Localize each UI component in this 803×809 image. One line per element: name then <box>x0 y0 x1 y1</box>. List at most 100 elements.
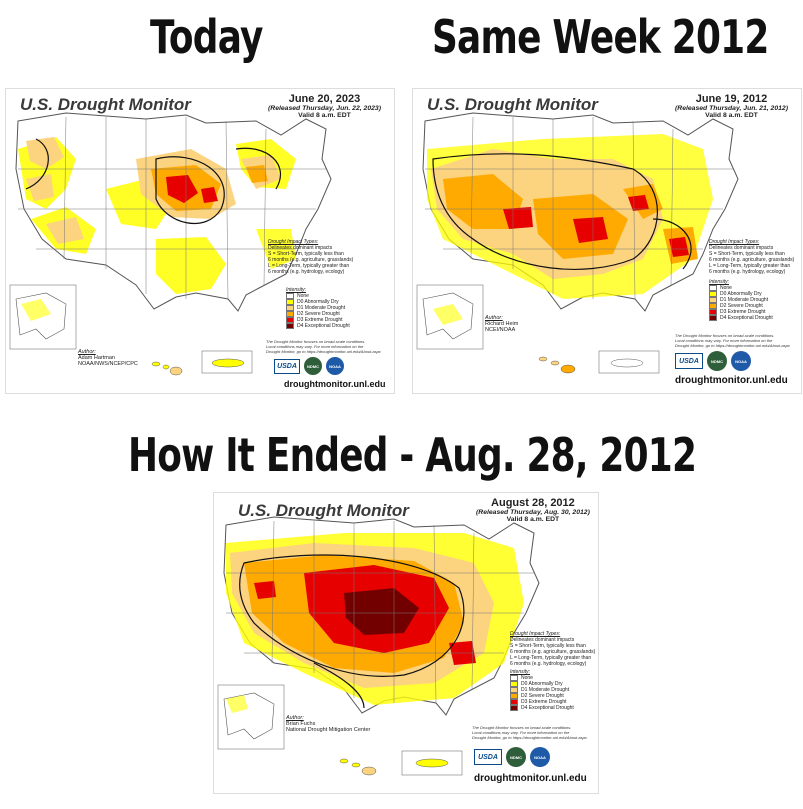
intensity-legend: Intensity: None D0 Abnormally Dry D1 Mod… <box>510 669 574 711</box>
map-released: (Released Thursday, Jun. 22, 2023) <box>268 105 381 112</box>
intensity-d1: D1 Moderate Drought <box>720 297 769 303</box>
map-date: June 19, 2012 <box>695 93 768 105</box>
impact-s2: 6 months (e.g. agriculture, grasslands) <box>268 257 354 263</box>
dm-note: The Drought Monitor focuses on broad-sca… <box>472 725 587 740</box>
dm-url[interactable]: droughtmonitor.unl.edu <box>474 773 587 784</box>
impact-title: Drought Impact Types: <box>510 631 561 637</box>
intensity-d2: D2 Severe Drought <box>720 303 763 309</box>
impact-line: Delineates dominant impacts <box>510 637 575 643</box>
intensity-d4: D4 Exceptional Drought <box>720 315 773 321</box>
swatch-d2 <box>286 311 294 317</box>
ndmc-logo: NDMC <box>506 747 526 767</box>
swatch-d3 <box>510 699 518 705</box>
author-org: NCEI/NOAA <box>485 327 516 333</box>
map-released: (Released Thursday, Aug. 30, 2012) <box>476 509 590 516</box>
heading-how-it-ended: How It Ended - Aug. 28, 2012 <box>128 428 697 482</box>
author-name: Adam Hartman <box>78 355 115 361</box>
swatch-d1 <box>709 297 717 303</box>
swatch-d4 <box>510 705 518 711</box>
author-org: National Drought Mitigation Center <box>286 727 371 733</box>
heading-today: Today <box>150 10 263 64</box>
intensity-d1: D1 Moderate Drought <box>297 305 346 311</box>
intensity-d2: D2 Severe Drought <box>521 693 564 699</box>
swatch-d4 <box>709 315 717 321</box>
drought-map-week-2012: U.S. Drought Monitor June 19, 2012 (Rele… <box>412 88 802 394</box>
swatch-d1 <box>286 305 294 311</box>
impact-line: Delineates dominant impacts <box>709 245 774 251</box>
note-line-2: Local conditions may vary. For more info… <box>472 730 570 735</box>
note-line-1: The Drought Monitor focuses on broad-sca… <box>266 339 366 344</box>
usda-logo: USDA <box>474 749 502 765</box>
intensity-d2: D2 Severe Drought <box>297 311 340 317</box>
logos: USDA NDMC NOAA <box>474 747 554 767</box>
intensity-title: Intensity: <box>709 279 730 285</box>
map-title: U.S. Drought Monitor <box>20 95 191 114</box>
logos: USDA NDMC NOAA <box>274 357 348 375</box>
author-title: Author: <box>78 349 96 355</box>
ndmc-logo: NDMC <box>707 351 727 371</box>
map-valid: Valid 8 a.m. EDT <box>298 112 351 119</box>
map-date-block: June 19, 2012 (Released Thursday, Jun. 2… <box>675 93 788 119</box>
map-title: U.S. Drought Monitor <box>238 501 409 520</box>
swatch-d2 <box>510 693 518 699</box>
note-line-1: The Drought Monitor focuses on broad-sca… <box>675 333 775 338</box>
us-map-aug-2012 <box>217 516 540 776</box>
dm-url[interactable]: droughtmonitor.unl.edu <box>675 375 788 386</box>
intensity-d4: D4 Exceptional Drought <box>521 705 574 711</box>
swatch-d4 <box>286 323 294 329</box>
intensity-none: None <box>297 293 309 299</box>
heading-same-week-2012: Same Week 2012 <box>432 10 769 64</box>
author-block: Author: Brian Fuchs National Drought Mit… <box>286 715 370 733</box>
impact-types: Drought Impact Types: Delineates dominan… <box>510 631 595 667</box>
note-line-3: Drought Monitor, go to https://droughtmo… <box>472 735 587 740</box>
note-line-3: Drought Monitor, go to https://droughtmo… <box>266 349 381 354</box>
intensity-legend: Intensity: None D0 Abnormally Dry D1 Mod… <box>709 279 773 321</box>
swatch-d0 <box>286 299 294 305</box>
intensity-legend: Intensity: None D0 Abnormally Dry D1 Mod… <box>286 287 350 329</box>
author-block: Author: Richard Heim NCEI/NOAA <box>485 315 518 333</box>
swatch-d3 <box>709 309 717 315</box>
intensity-title: Intensity: <box>510 669 531 675</box>
swatch-none <box>286 293 294 299</box>
dm-url[interactable]: droughtmonitor.unl.edu <box>284 379 386 389</box>
note-line-1: The Drought Monitor focuses on broad-sca… <box>472 725 572 730</box>
author-name: Richard Heim <box>485 321 519 327</box>
dm-note: The Drought Monitor focuses on broad-sca… <box>266 339 381 354</box>
drought-map-today: U.S. Drought Monitor June 20, 2023 (Rele… <box>5 88 395 394</box>
swatch-d0 <box>510 681 518 687</box>
swatch-d1 <box>510 687 518 693</box>
intensity-d3: D3 Extreme Drought <box>720 309 766 315</box>
noaa-logo: NOAA <box>731 351 751 371</box>
impact-l1: L = Long-Term, typically greater than <box>510 655 592 661</box>
impact-l1: L = Long-Term, typically greater than <box>268 263 350 269</box>
map-released: (Released Thursday, Jun. 21, 2012) <box>675 105 788 112</box>
swatch-none <box>510 675 518 681</box>
usda-logo: USDA <box>274 358 300 374</box>
note-line-2: Local conditions may vary. For more info… <box>675 338 773 343</box>
intensity-d3: D3 Extreme Drought <box>297 317 343 323</box>
ndmc-logo: NDMC <box>304 357 322 375</box>
intensity-title: Intensity: <box>286 287 307 293</box>
author-block: Author: Adam Hartman NOAA/NWS/NCEP/CPC <box>78 349 138 367</box>
note-line-3: Drought Monitor, go to https://droughtmo… <box>675 343 790 348</box>
intensity-none: None <box>521 675 533 681</box>
noaa-logo: NOAA <box>326 357 344 375</box>
us-map-week-2012 <box>416 112 739 374</box>
impact-s1: S = Short-Term, typically less than <box>709 251 785 257</box>
logos: USDA NDMC NOAA <box>675 351 755 371</box>
note-line-2: Local conditions may vary. For more info… <box>266 344 364 349</box>
impact-l2: 6 months (e.g. hydrology, ecology) <box>709 269 786 275</box>
impact-l2: 6 months (e.g. hydrology, ecology) <box>268 269 345 275</box>
us-map-today <box>9 112 332 376</box>
map-title: U.S. Drought Monitor <box>427 95 598 114</box>
map-date-block: August 28, 2012 (Released Thursday, Aug.… <box>476 497 590 523</box>
impact-title: Drought Impact Types: <box>709 239 760 245</box>
author-name: Brian Fuchs <box>286 721 316 727</box>
intensity-d0: D0 Abnormally Dry <box>297 299 339 305</box>
impact-s2: 6 months (e.g. agriculture, grasslands) <box>709 257 795 263</box>
impact-l2: 6 months (e.g. hydrology, ecology) <box>510 661 587 667</box>
impact-s2: 6 months (e.g. agriculture, grasslands) <box>510 649 596 655</box>
map-date-block: June 20, 2023 (Released Thursday, Jun. 2… <box>268 93 381 119</box>
drought-map-aug-2012: U.S. Drought Monitor August 28, 2012 (Re… <box>213 492 599 794</box>
intensity-d4: D4 Exceptional Drought <box>297 323 350 329</box>
